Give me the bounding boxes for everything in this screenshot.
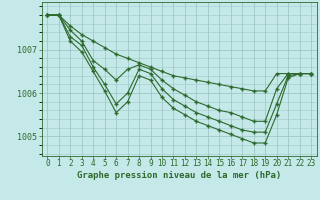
X-axis label: Graphe pression niveau de la mer (hPa): Graphe pression niveau de la mer (hPa) [77,171,281,180]
